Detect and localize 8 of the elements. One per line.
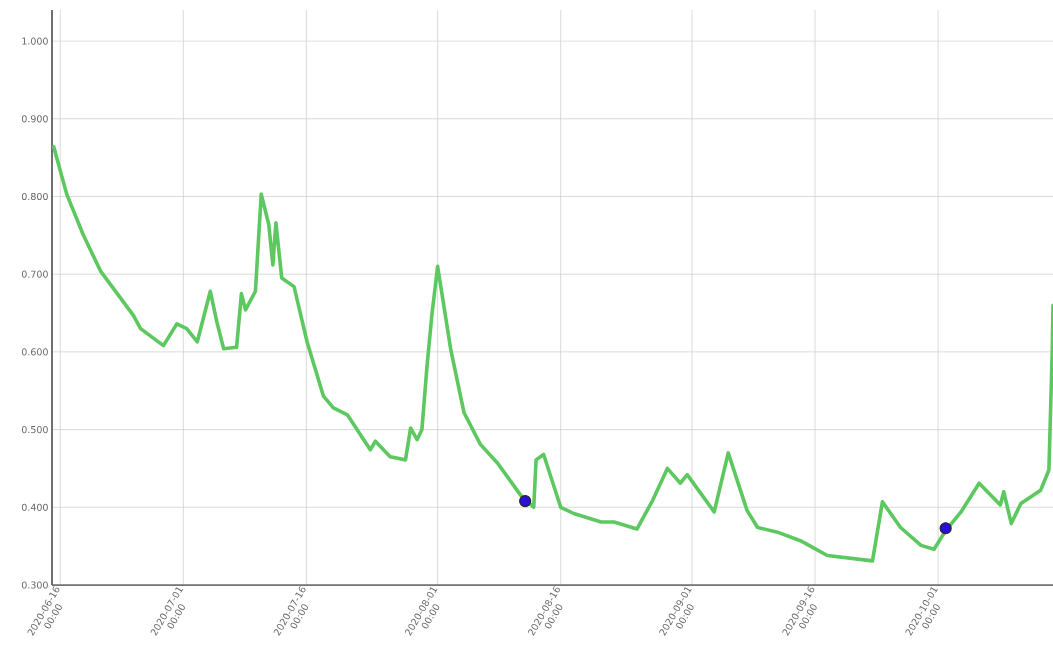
line-series	[51, 144, 1053, 563]
y-tick-label: 0.900	[21, 115, 48, 123]
y-tick-label: 0.600	[21, 348, 48, 356]
y-tick-label: 1.000	[22, 37, 48, 45]
y-tick-label: 0.500	[21, 425, 48, 434]
y-tick-label: 0.400	[21, 503, 48, 511]
y-tick-label: 0.800	[21, 192, 48, 201]
y-tick-label: 0.700	[21, 270, 48, 278]
